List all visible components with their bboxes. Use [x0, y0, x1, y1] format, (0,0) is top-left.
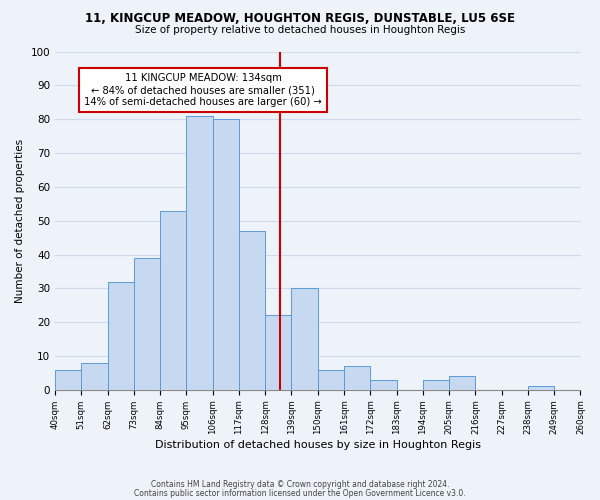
Text: 11, KINGCUP MEADOW, HOUGHTON REGIS, DUNSTABLE, LU5 6SE: 11, KINGCUP MEADOW, HOUGHTON REGIS, DUNS… — [85, 12, 515, 26]
Bar — [82, 363, 107, 390]
Bar — [160, 210, 187, 390]
Bar — [370, 380, 397, 390]
Bar — [344, 366, 370, 390]
Bar — [449, 376, 475, 390]
Bar — [528, 386, 554, 390]
Bar — [239, 231, 265, 390]
Text: Size of property relative to detached houses in Houghton Regis: Size of property relative to detached ho… — [135, 25, 465, 35]
Text: Contains public sector information licensed under the Open Government Licence v3: Contains public sector information licen… — [134, 488, 466, 498]
Bar — [187, 116, 212, 390]
Y-axis label: Number of detached properties: Number of detached properties — [15, 138, 25, 302]
Bar — [212, 119, 239, 390]
Bar — [265, 316, 292, 390]
Bar — [107, 282, 134, 390]
Bar — [134, 258, 160, 390]
Bar — [318, 370, 344, 390]
Bar — [423, 380, 449, 390]
Bar — [292, 288, 318, 390]
X-axis label: Distribution of detached houses by size in Houghton Regis: Distribution of detached houses by size … — [155, 440, 481, 450]
Text: 11 KINGCUP MEADOW: 134sqm
← 84% of detached houses are smaller (351)
14% of semi: 11 KINGCUP MEADOW: 134sqm ← 84% of detac… — [84, 74, 322, 106]
Bar — [55, 370, 82, 390]
Text: Contains HM Land Registry data © Crown copyright and database right 2024.: Contains HM Land Registry data © Crown c… — [151, 480, 449, 489]
